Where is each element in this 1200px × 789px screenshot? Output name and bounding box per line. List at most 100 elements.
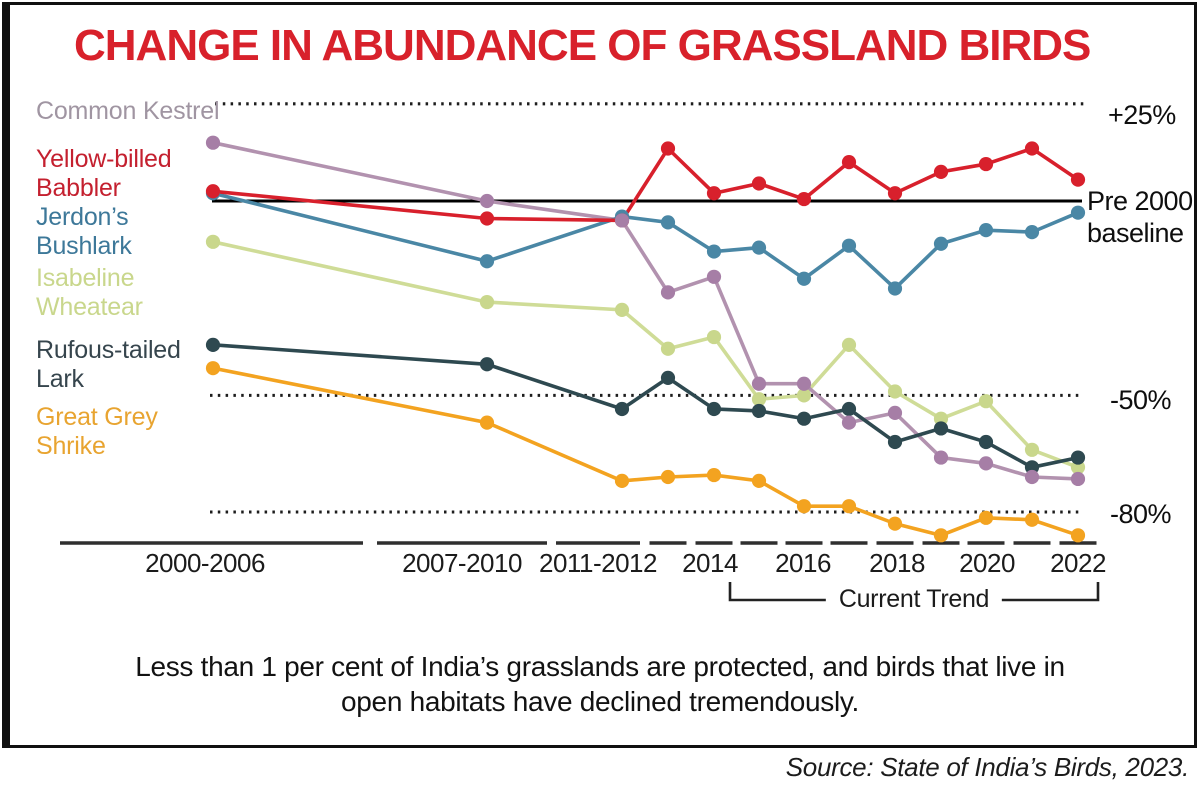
data-point xyxy=(1024,469,1040,485)
data-point xyxy=(205,184,221,199)
data-point xyxy=(205,361,221,376)
data-point xyxy=(978,456,994,471)
x-tick-label-2014: 2014 xyxy=(682,548,738,578)
data-point xyxy=(796,499,812,514)
data-point xyxy=(978,394,994,409)
data-point xyxy=(887,384,903,399)
data-point xyxy=(1024,141,1040,156)
data-point xyxy=(933,450,949,465)
data-point xyxy=(205,234,221,249)
data-point xyxy=(660,141,676,156)
data-point xyxy=(887,281,903,296)
series-line-common-kestrel xyxy=(212,140,1079,481)
data-point xyxy=(887,516,903,531)
data-point xyxy=(978,223,994,238)
data-point xyxy=(796,271,812,286)
data-point xyxy=(1024,225,1040,240)
source-credit: Source: State of India’s Birds, 2023. xyxy=(785,752,1190,782)
data-point xyxy=(660,370,676,385)
legend-item-yellow-billed-babbler: Yellow-billed Babbler xyxy=(36,145,172,203)
data-point xyxy=(887,405,903,420)
data-point xyxy=(978,434,994,450)
data-point xyxy=(933,236,949,251)
x-tick-label-2007-2010: 2007-2010 xyxy=(402,548,522,578)
data-point xyxy=(660,469,676,485)
data-point xyxy=(796,388,812,403)
legend-item-label: Shrike xyxy=(36,432,106,460)
data-point xyxy=(751,473,767,488)
legend-item-rufous-tailed-lark: Rufous-tailed Lark xyxy=(36,336,181,394)
x-tick-label-2000-2006: 2000-2006 xyxy=(145,548,265,578)
data-point xyxy=(706,186,722,201)
legend-item-label: Jerdon’s xyxy=(36,203,129,231)
series-points-rufous-tailed-lark xyxy=(205,337,1086,475)
ref-label-plus-25: +25% xyxy=(1108,100,1176,130)
data-point xyxy=(706,401,722,417)
data-point xyxy=(1070,460,1086,475)
legend-item-label: Great Grey xyxy=(36,403,158,431)
x-tick-label-2016: 2016 xyxy=(775,548,831,578)
legend-item-label: Lark xyxy=(36,365,84,393)
x-tick-label-2018: 2018 xyxy=(869,548,925,578)
data-point xyxy=(841,155,857,170)
x-tick-label-2022: 2022 xyxy=(1050,548,1106,578)
data-point xyxy=(1070,528,1086,543)
data-point xyxy=(796,376,812,391)
series-points-great-grey-shrike xyxy=(205,361,1086,543)
data-point xyxy=(479,254,495,269)
data-point xyxy=(479,357,495,372)
legend-item-label: Yellow-billed xyxy=(36,145,172,173)
data-point xyxy=(796,411,812,426)
data-point xyxy=(660,285,676,300)
data-point xyxy=(751,240,767,255)
data-point xyxy=(933,164,949,179)
data-point xyxy=(479,294,495,310)
data-point xyxy=(841,415,857,430)
data-point xyxy=(841,337,857,352)
legend-item-label: Babbler xyxy=(36,174,121,202)
data-point xyxy=(978,156,994,172)
ref-label-minus-80: -80% xyxy=(1110,499,1172,529)
series-line-yellow-billed-babbler xyxy=(212,145,1080,223)
data-point xyxy=(614,401,630,417)
data-point xyxy=(933,411,949,426)
data-point xyxy=(1024,442,1040,457)
x-tick-label-2020: 2020 xyxy=(959,548,1015,578)
data-point xyxy=(751,403,767,419)
data-point xyxy=(796,191,812,207)
data-point xyxy=(479,193,495,209)
legend-item-isabeline-wheatear: Isabeline Wheatear xyxy=(36,264,143,322)
legend-item-jerdon-s-bushlark: Jerdon’s Bushlark xyxy=(36,203,132,261)
data-point xyxy=(841,401,857,417)
data-point xyxy=(660,341,676,356)
data-point xyxy=(751,376,767,391)
legend-item-common-kestrel: Common Kestrel xyxy=(36,97,220,126)
series-line-jerdon-s-bushlark xyxy=(212,191,1079,291)
legend-item-label: Isabeline xyxy=(36,264,135,292)
data-point xyxy=(205,135,221,150)
data-point xyxy=(887,186,903,201)
data-point xyxy=(978,510,994,525)
chart-title: CHANGE IN ABUNDANCE OF GRASSLAND BIRDS xyxy=(74,21,1091,70)
data-point xyxy=(841,238,857,253)
series-points xyxy=(205,135,1086,543)
data-point xyxy=(1070,205,1086,220)
series-line-rufous-tailed-lark xyxy=(212,343,1079,470)
legend-item-label: Rufous-tailed xyxy=(36,336,181,364)
data-point xyxy=(614,213,630,228)
data-point xyxy=(706,244,722,259)
data-point xyxy=(479,415,495,430)
ref-label-minus-50: -50% xyxy=(1110,385,1172,415)
data-point xyxy=(706,467,722,483)
data-point xyxy=(706,269,722,284)
data-point xyxy=(887,434,903,450)
caption-line-2: open habitats have declined tremendously… xyxy=(341,686,859,717)
data-point xyxy=(1024,460,1040,475)
current-trend-label: Current Trend xyxy=(825,585,1003,614)
data-point xyxy=(205,337,221,352)
ref-label-baseline-line1: Pre 2000 xyxy=(1087,186,1193,216)
data-point xyxy=(751,392,767,407)
data-point xyxy=(841,499,857,514)
caption-line-1: Less than 1 per cent of India’s grasslan… xyxy=(135,651,1065,682)
